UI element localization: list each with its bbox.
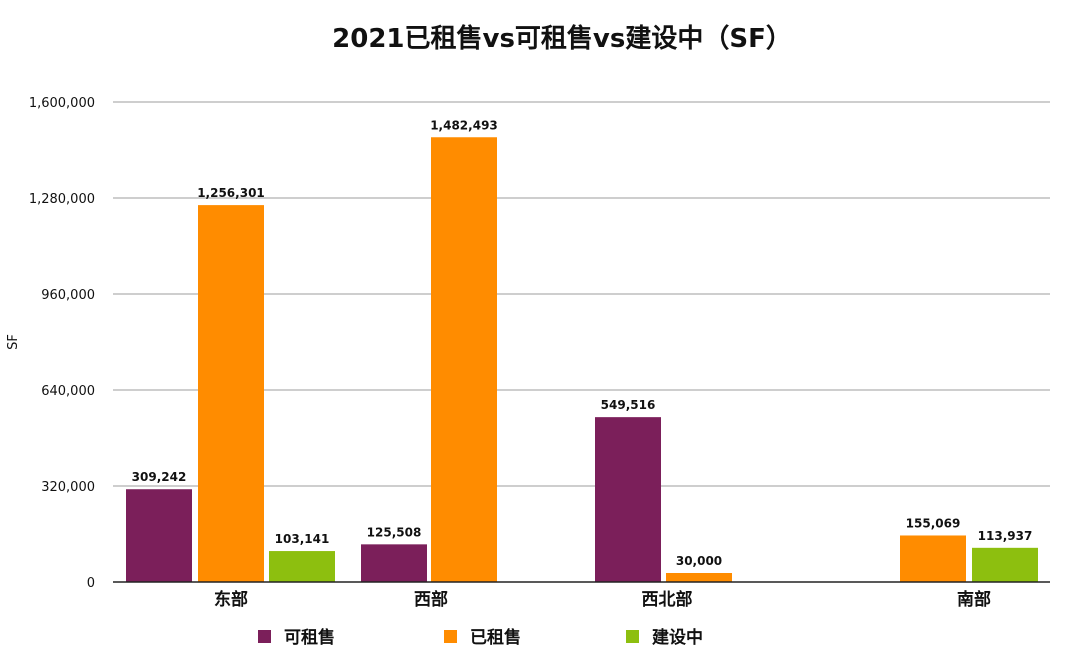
bar	[198, 205, 264, 583]
y-tick-label: 1,280,000	[29, 192, 95, 207]
bar	[972, 547, 1038, 582]
legend-label: 建设中	[652, 627, 703, 648]
y-tick-label: 320,000	[41, 480, 95, 495]
category-label: 西北部	[642, 589, 693, 610]
data-label: 30,000	[676, 554, 722, 568]
data-label: 155,069	[906, 516, 961, 530]
bar	[666, 573, 732, 582]
y-tick-label: 640,000	[41, 384, 95, 399]
y-tick-label: 0	[87, 576, 95, 591]
y-axis-label: SF	[6, 334, 21, 350]
bar	[431, 137, 497, 582]
category-label: 南部	[957, 589, 991, 610]
legend-label: 已租售	[470, 627, 521, 648]
legend-swatch	[626, 630, 639, 643]
bars	[126, 137, 1038, 583]
bar	[126, 489, 192, 582]
data-labels: 309,242 125,508 549,516 1,256,301 1,482,493 3…	[132, 118, 1033, 568]
data-label: 549,516	[601, 398, 656, 412]
bar	[595, 417, 661, 582]
legend-swatch	[444, 630, 457, 643]
category-label: 东部	[214, 589, 248, 610]
y-axis-ticks: 0 320,000 640,000 960,000 1,280,000 1,600,000	[29, 96, 95, 591]
legend: 可租售 已租售 建设中	[258, 627, 703, 648]
legend-swatch	[258, 630, 271, 643]
data-label: 309,242	[132, 470, 187, 484]
data-label: 1,256,301	[197, 186, 265, 200]
legend-label: 可租售	[284, 627, 335, 648]
gridlines	[113, 101, 1050, 487]
bar	[900, 535, 966, 582]
y-tick-label: 1,600,000	[29, 96, 95, 111]
data-label: 103,141	[275, 532, 330, 546]
bar	[361, 544, 427, 582]
chart-title: 2021已租售vs可租售vs建设中（SF）	[332, 23, 792, 54]
category-label: 西部	[414, 589, 448, 610]
data-label: 1,482,493	[430, 118, 498, 132]
data-label: 125,508	[367, 525, 422, 539]
category-labels: 东部 西部 西北部 南部	[214, 589, 991, 610]
y-tick-label: 960,000	[41, 288, 95, 303]
bar	[269, 551, 335, 582]
data-label: 113,937	[978, 529, 1033, 543]
